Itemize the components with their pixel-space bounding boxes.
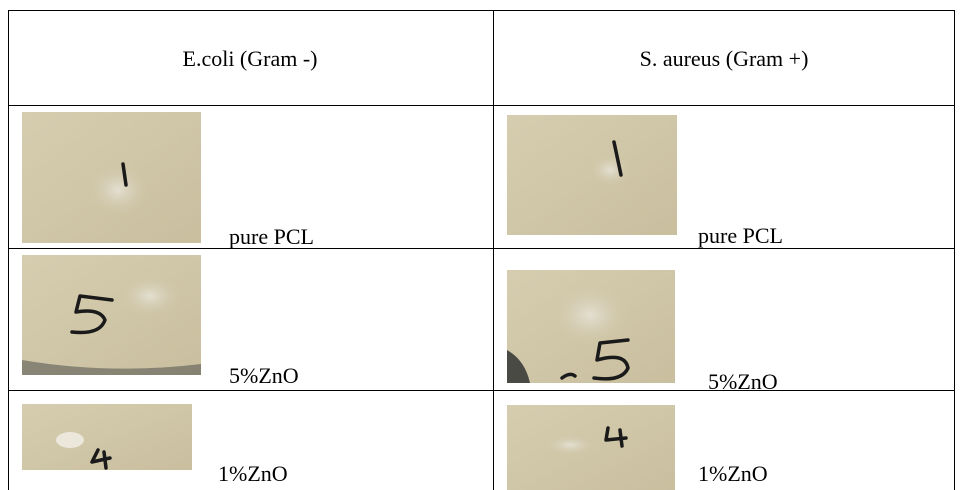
photo bbox=[507, 115, 677, 235]
column-header: S. aureus (Gram +) bbox=[640, 46, 809, 71]
sample-label: 5%ZnO bbox=[229, 363, 299, 388]
column-header: E.coli (Gram -) bbox=[183, 46, 318, 71]
sample-label: 5%ZnO bbox=[708, 369, 778, 394]
photo bbox=[22, 112, 201, 243]
photo bbox=[507, 270, 675, 383]
sample-label: pure PCL bbox=[229, 224, 314, 249]
photo bbox=[22, 404, 192, 470]
photo bbox=[507, 405, 675, 490]
sample-label: 1%ZnO bbox=[218, 461, 288, 486]
table-grid bbox=[8, 10, 955, 490]
sample-label: 1%ZnO bbox=[698, 461, 768, 486]
photo bbox=[22, 255, 201, 375]
sample-label: pure PCL bbox=[698, 223, 783, 248]
